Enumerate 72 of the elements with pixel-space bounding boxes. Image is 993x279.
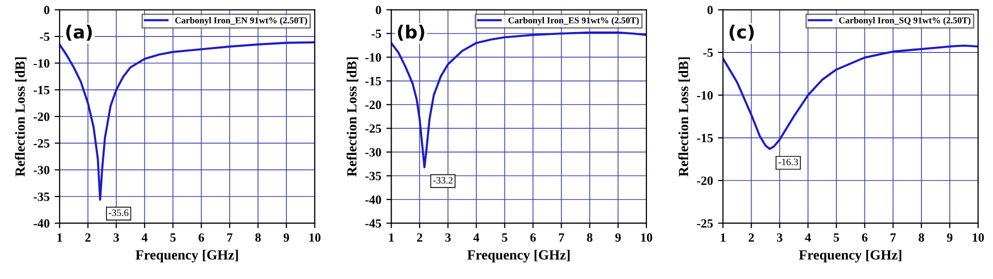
x-tick-label: 8 <box>918 233 924 242</box>
y-tick-label: -20 <box>365 100 382 110</box>
x-tick-label: 2 <box>748 233 754 242</box>
x-tick-label: 1 <box>57 233 62 242</box>
x-tick-label: 7 <box>227 233 232 242</box>
y-tick-label: -5 <box>40 32 50 41</box>
annotation: -33.2 <box>433 177 452 184</box>
x-tick-label: 5 <box>834 233 840 242</box>
line-series <box>60 41 315 201</box>
x-tick-label: 6 <box>862 233 868 242</box>
x-axis-title: Frequency [GHz] <box>799 250 902 262</box>
x-tick-label: 1 <box>389 233 394 242</box>
y-tick-label: -10 <box>34 59 50 68</box>
x-tick-label: 2 <box>85 233 91 242</box>
y-tick-label: -35 <box>34 192 50 201</box>
x-tick-label: 5 <box>502 233 508 242</box>
x-tick-label: 10 <box>641 233 652 242</box>
annotation: -16.3 <box>778 158 798 166</box>
x-tick-label: 4 <box>142 233 148 242</box>
x-tick-label: 9 <box>284 233 290 242</box>
x-axis-title: Frequency [GHz] <box>136 250 238 262</box>
x-tick-label: 10 <box>972 233 984 242</box>
y-tick-label: -10 <box>365 53 382 62</box>
x-tick-label: 6 <box>530 233 536 242</box>
y-tick-label: 0 <box>44 6 50 14</box>
x-tick-label: 4 <box>473 233 480 242</box>
y-tick-label: 0 <box>376 6 382 14</box>
legend-label: Carbonyl Iron_SQ 91wt% (2.50T) <box>839 17 970 26</box>
y-tick-label: -15 <box>34 86 50 94</box>
y-axis-title: Reflection Loss [dB] <box>14 57 27 176</box>
x-tick-label: 5 <box>170 233 176 242</box>
x-tick-label: 7 <box>890 233 896 242</box>
x-tick-label: 3 <box>114 233 119 242</box>
text: (a) <box>66 24 92 41</box>
legend-label: Carbonyl Iron_ES 91wt% (2.50T) <box>508 17 639 26</box>
y-tick-label: -25 <box>365 124 382 133</box>
y-axis-title: Reflection Loss [dB] <box>346 57 358 176</box>
y-tick-label: -25 <box>697 219 713 228</box>
y-axis-title: Reflection Loss [dB] <box>678 57 690 176</box>
y-tick-label: 0 <box>707 6 713 14</box>
line-series <box>722 44 978 150</box>
x-tick-label: 1 <box>720 233 726 242</box>
x-tick-label: 6 <box>198 233 204 242</box>
text: (b) <box>398 24 424 41</box>
x-tick-label: 8 <box>255 233 261 242</box>
y-tick-label: -10 <box>697 91 713 100</box>
x-tick-label: 2 <box>417 233 422 242</box>
y-tick-label: -40 <box>34 219 50 228</box>
x-tick-label: 8 <box>587 233 592 242</box>
annotation: -35.6 <box>108 210 128 216</box>
x-axis-title: Frequency [GHz] <box>467 250 570 262</box>
y-tick-label: -15 <box>697 134 713 142</box>
y-tick-label: -15 <box>365 76 382 86</box>
y-tick-label: -5 <box>703 48 713 57</box>
y-tick-label: -40 <box>365 196 382 204</box>
x-tick-label: 7 <box>558 233 564 242</box>
x-tick-label: 4 <box>805 233 811 242</box>
y-tick-label: -45 <box>365 219 382 228</box>
y-tick-label: -5 <box>372 30 382 38</box>
y-tick-label: -30 <box>365 148 382 157</box>
y-tick-label: -25 <box>34 139 50 148</box>
x-tick-label: 3 <box>445 233 451 242</box>
x-tick-label: 3 <box>777 233 782 242</box>
y-tick-label: -35 <box>365 172 382 180</box>
y-tick-label: -20 <box>697 176 713 185</box>
x-tick-label: 9 <box>946 233 952 242</box>
y-tick-label: -20 <box>34 112 50 121</box>
legend-label: Carbonyl Iron_EN 91wt% (2.50T) <box>175 17 308 26</box>
x-tick-label: 10 <box>309 233 320 242</box>
y-tick-label: -30 <box>34 166 50 174</box>
text: (c) <box>730 24 754 41</box>
x-tick-label: 9 <box>615 233 621 242</box>
